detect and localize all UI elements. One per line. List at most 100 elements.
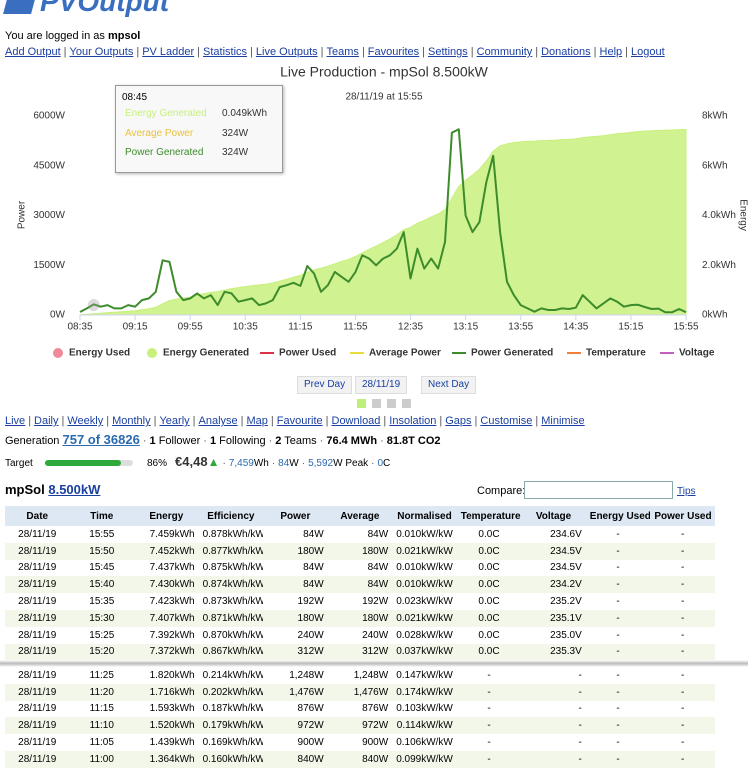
nav-link[interactable]: Favourites [367,46,420,58]
separator: | [320,46,324,58]
login-user: mpsol [107,30,141,42]
view-tab[interactable]: Gaps [445,415,472,427]
table-cell: - [487,669,491,681]
table-cell: - [487,703,491,715]
separator: · [319,435,324,447]
system-size[interactable]: 8.500kW [48,482,101,497]
y2-tick-label: 8kWh [702,111,728,122]
y2-tick-label: 4.0kWh [702,210,736,221]
separator: | [535,415,539,427]
table-cell: 28/11/19 [18,629,57,641]
tooltip-time: 08:45 [122,92,148,103]
table-cell: 235.1V [521,609,586,627]
view-tab[interactable]: Analyse [198,415,238,427]
legend-label[interactable]: Energy Used [69,348,130,359]
compare-input[interactable] [524,481,673,499]
column-header[interactable]: Power Used [650,506,715,526]
column-header[interactable]: Voltage [521,506,586,526]
legend-label[interactable]: Power Generated [471,348,553,359]
view-tab[interactable]: Live [5,415,26,427]
nav-link[interactable]: Help [599,46,623,58]
table-cell: 234.6V [550,528,582,540]
nav-link[interactable]: Donations [541,46,591,58]
legend-label[interactable]: Average Power [369,348,441,359]
column-header[interactable]: Energy Used [585,506,651,526]
rank-link[interactable]: 757 of 36826 [62,432,140,447]
column-header[interactable]: Time [69,506,135,526]
nav-link[interactable]: Logout [631,46,665,58]
column-header[interactable]: Temperature [456,506,522,526]
stat-value: 81.8T CO2 [386,435,441,447]
tooltip-value: 324W [222,127,249,139]
prev-day-button[interactable]: Prev Day [297,376,353,394]
view-tab[interactable]: Minimise [541,415,585,427]
view-tab[interactable]: Insolation [389,415,437,427]
table-cell: 28/11/19 [18,703,57,715]
column-header[interactable]: Normalised [392,506,457,526]
nav-link[interactable]: Teams [326,46,359,58]
view-tab[interactable]: Daily [34,415,59,427]
pager-dot[interactable] [357,399,366,408]
nav-link[interactable]: PV Ladder [142,46,195,58]
table-cell: 84W [367,562,389,574]
table-cell: - [578,737,582,749]
table-cell: - [585,750,651,768]
table-splice [0,660,748,667]
pager-dot[interactable] [387,399,396,408]
view-tab[interactable]: Map [246,415,268,427]
view-tab[interactable]: Yearly [159,415,190,427]
table-cell: 11:15 [89,703,114,715]
table-cell: 192W [297,596,324,608]
nav-link[interactable]: Your Outputs [69,46,134,58]
table-cell: 28/11/19 [5,542,70,560]
nav-link[interactable]: Statistics [203,46,248,58]
y2-tick-label: 0kWh [702,310,728,321]
view-tab[interactable]: Monthly [112,415,151,427]
table-cell: - [616,528,620,540]
nav-link[interactable]: Settings [428,46,468,58]
table-cell: 1,248W [289,669,324,681]
column-header[interactable]: Energy [134,506,199,526]
table-cell: 0.875kWh/kW [202,562,264,574]
detail-value: 7,459 [228,458,254,469]
date-button[interactable]: 28/11/19 [355,376,408,394]
table-cell: 192W [362,596,389,608]
view-tab[interactable]: Weekly [67,415,104,427]
column-header[interactable]: Efficiency [198,506,264,526]
pager-dot[interactable] [372,399,381,408]
table-cell: 0.0C [456,542,522,560]
nav-link[interactable]: Community [476,46,533,58]
x-tick-label: 15:15 [618,322,643,333]
view-tab[interactable]: Customise [480,415,533,427]
table-cell: 840W [263,750,328,768]
column-header[interactable]: Date [5,506,70,526]
separator: · [271,458,276,469]
detail-unit: C [383,458,391,469]
table-cell: 11:00 [69,750,135,768]
pager-dot[interactable] [402,399,411,408]
view-tab[interactable]: Download [331,415,381,427]
stat-label: Follower [158,435,201,447]
table-cell: 0.028kW/kW [396,629,453,641]
table-cell: - [585,609,651,627]
chart: Live Production - mpSol 8.500kW 28/11/19… [17,64,748,359]
legend-label[interactable]: Power Used [279,348,336,359]
nav-link[interactable]: Add Output [5,46,61,58]
tips-link[interactable]: Tips [677,486,696,497]
view-tab[interactable]: Favourite [276,415,323,427]
logo[interactable]: PVOutput [40,0,170,17]
nav-link[interactable]: Live Outputs [255,46,318,58]
legend-label[interactable]: Energy Generated [163,348,249,359]
table-cell: - [521,750,586,768]
table-cell: 180W [327,609,393,627]
separator: | [625,46,628,58]
legend-label[interactable]: Temperature [586,348,646,359]
table-cell: 0.874kWh/kW [198,576,264,594]
table-cell: - [585,717,651,735]
next-day-button[interactable]: Next Day [421,376,477,394]
column-header[interactable]: Average [327,506,393,526]
legend-label[interactable]: Voltage [679,348,715,359]
legend-swatch [53,348,63,358]
stat-value: 1 [209,435,217,447]
column-header[interactable]: Power [263,506,328,526]
